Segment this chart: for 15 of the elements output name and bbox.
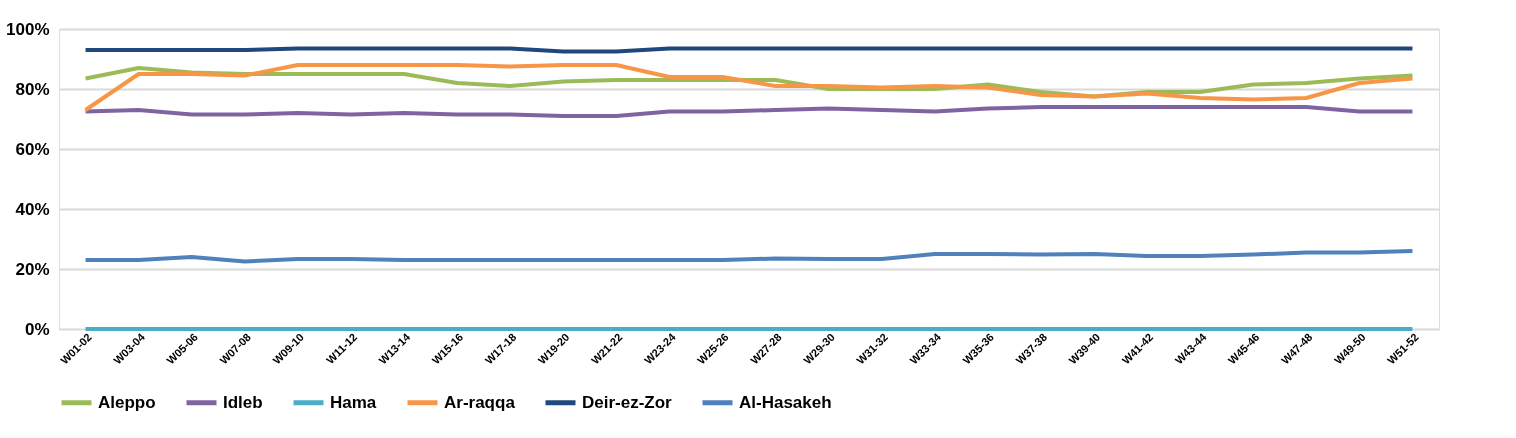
legend-label: Aleppo — [98, 392, 156, 412]
legend-label: Hama — [330, 392, 377, 412]
y-tick-label: 100% — [6, 19, 50, 39]
legend-label: Ar-raqqa — [444, 392, 516, 412]
y-tick-label: 60% — [15, 139, 50, 159]
line-series — [83, 249, 1415, 264]
legend-label: Idleb — [223, 392, 263, 412]
legend-label: Al-Hasakeh — [739, 392, 832, 412]
line-series — [83, 105, 1415, 118]
y-tick-label: 40% — [15, 199, 50, 219]
legend-label: Deir-ez-Zor — [582, 392, 673, 412]
y-tick-label: 80% — [15, 79, 50, 99]
line-series — [83, 63, 1415, 112]
y-tick-label: 0% — [24, 319, 50, 339]
y-tick-label: 20% — [15, 259, 50, 279]
